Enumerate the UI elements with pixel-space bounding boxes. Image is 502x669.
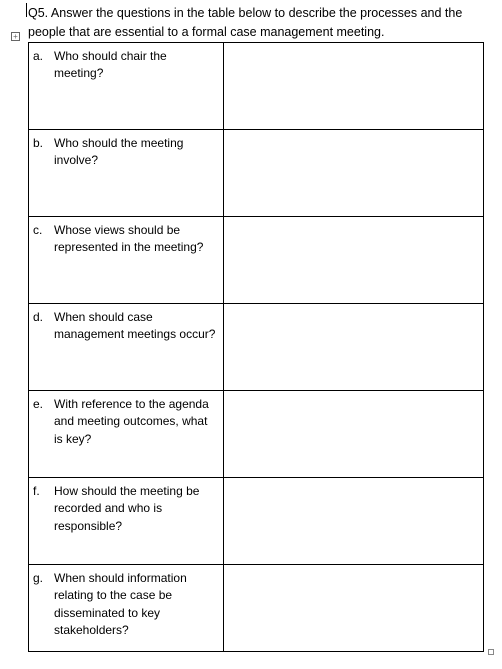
table-row: g. When should information relating to t… <box>29 565 484 652</box>
row-question: With reference to the agenda and meeting… <box>54 396 219 448</box>
row-letter: d. <box>33 309 54 326</box>
row-letter: f. <box>33 483 54 500</box>
question-cell: f. How should the meeting be recorded an… <box>29 478 224 565</box>
row-question: How should the meeting be recorded and w… <box>54 483 219 535</box>
answer-cell[interactable] <box>224 478 484 565</box>
question-cell: a. Who should chair the meeting? <box>29 43 224 130</box>
end-of-cell-icon <box>488 649 494 655</box>
table-row: f. How should the meeting be recorded an… <box>29 478 484 565</box>
question-cell: b. Who should the meeting involve? <box>29 130 224 217</box>
questions-table: a. Who should chair the meeting? b. Who … <box>28 42 484 652</box>
table-row: d. When should case management meetings … <box>29 304 484 391</box>
table-anchor-icon[interactable]: + <box>11 32 20 41</box>
row-question: When should case management meetings occ… <box>54 309 219 344</box>
answer-cell[interactable] <box>224 304 484 391</box>
answer-cell[interactable] <box>224 217 484 304</box>
question-prompt: Q5. Answer the questions in the table be… <box>28 4 473 42</box>
row-letter: a. <box>33 48 54 65</box>
table-row: b. Who should the meeting involve? <box>29 130 484 217</box>
table-row: a. Who should chair the meeting? <box>29 43 484 130</box>
row-letter: b. <box>33 135 54 152</box>
question-cell: e. With reference to the agenda and meet… <box>29 391 224 478</box>
row-question: When should information relating to the … <box>54 570 219 640</box>
text-cursor <box>26 3 27 17</box>
question-cell: c. Whose views should be represented in … <box>29 217 224 304</box>
question-cell: d. When should case management meetings … <box>29 304 224 391</box>
row-question: Who should chair the meeting? <box>54 48 219 83</box>
row-question: Whose views should be represented in the… <box>54 222 219 257</box>
answer-cell[interactable] <box>224 130 484 217</box>
answer-cell[interactable] <box>224 565 484 652</box>
answer-cell[interactable] <box>224 43 484 130</box>
row-letter: g. <box>33 570 54 587</box>
row-question: Who should the meeting involve? <box>54 135 219 170</box>
table-row: e. With reference to the agenda and meet… <box>29 391 484 478</box>
row-letter: e. <box>33 396 54 413</box>
question-cell: g. When should information relating to t… <box>29 565 224 652</box>
answer-cell[interactable] <box>224 391 484 478</box>
table-row: c. Whose views should be represented in … <box>29 217 484 304</box>
row-letter: c. <box>33 222 54 239</box>
